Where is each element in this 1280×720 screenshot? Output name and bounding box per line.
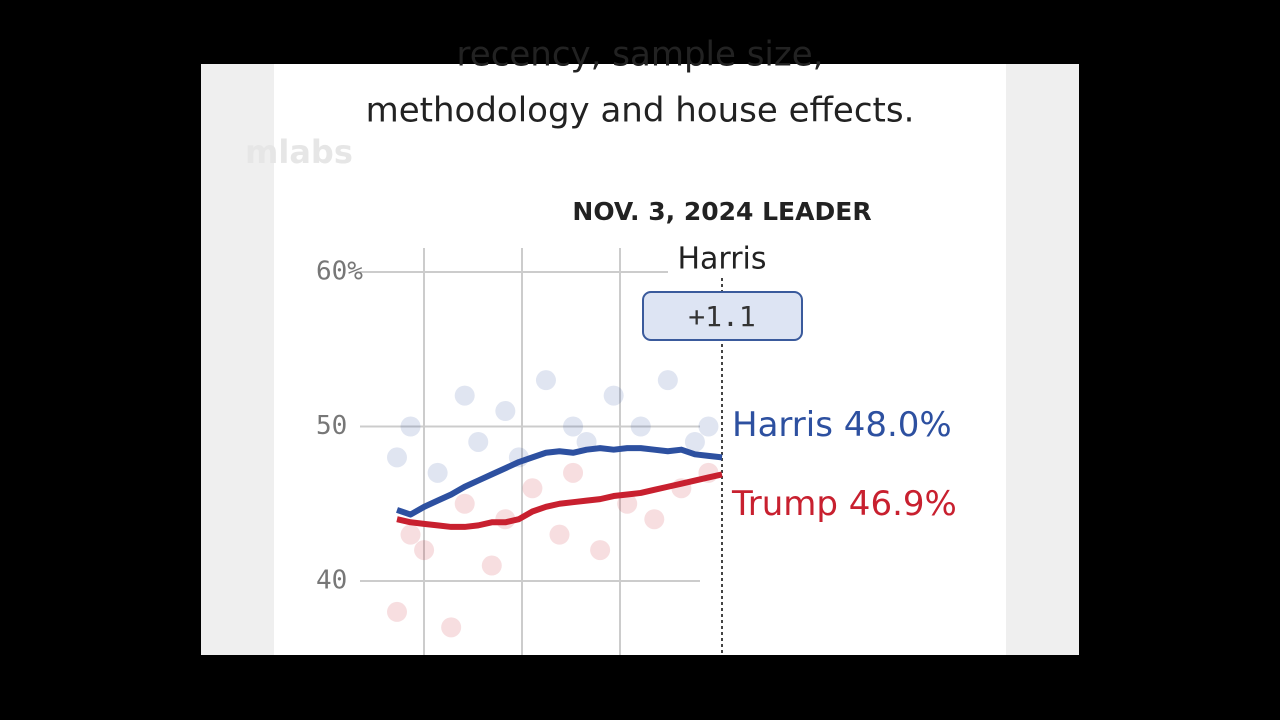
poll-dot [495, 401, 516, 422]
poll-dot [481, 555, 502, 576]
poll-dot [441, 617, 462, 638]
y-tick-label: 50 [316, 411, 347, 441]
poll-dot [657, 370, 678, 391]
poll-dot [387, 601, 407, 622]
poll-dot [427, 462, 448, 483]
plot [360, 248, 723, 655]
y-tick-label: 40 [316, 566, 347, 596]
margin-label: +1.1 [688, 300, 755, 333]
poll-dot [644, 509, 665, 530]
annotation-title: NOV. 3, 2024 LEADER [572, 197, 871, 226]
poll-dot [522, 478, 543, 499]
watermark: mlabs [245, 133, 353, 171]
poll-dot [563, 416, 584, 437]
poll-dot [468, 431, 489, 452]
subtitle: methodology and house effects. [366, 91, 915, 131]
poll-dot [535, 370, 556, 391]
end-label: Harris 48.0% [732, 405, 952, 445]
subtitle: recency, sample size, [457, 35, 824, 75]
y-tick-label: 60% [316, 257, 363, 287]
leader-name: Harris [677, 242, 766, 277]
end-label: Trump 46.9% [731, 484, 957, 524]
margin-box [642, 291, 803, 341]
poll-dot [414, 540, 435, 561]
poll-dot [454, 493, 475, 514]
poll-dot [387, 447, 407, 468]
series-line [396, 445, 723, 518]
poll-dot [590, 540, 611, 561]
poll-dot [549, 524, 570, 545]
poll-dot [617, 493, 638, 514]
poll-dot [684, 431, 705, 452]
poll-dot [454, 385, 475, 406]
poll-dot [563, 462, 584, 483]
poll-dot [400, 416, 421, 437]
poll-dot [603, 385, 624, 406]
panel [274, 64, 1006, 655]
poll-dot [630, 416, 651, 437]
series-line [396, 471, 723, 530]
poll-dot [400, 524, 421, 545]
poll-dot [698, 416, 719, 437]
